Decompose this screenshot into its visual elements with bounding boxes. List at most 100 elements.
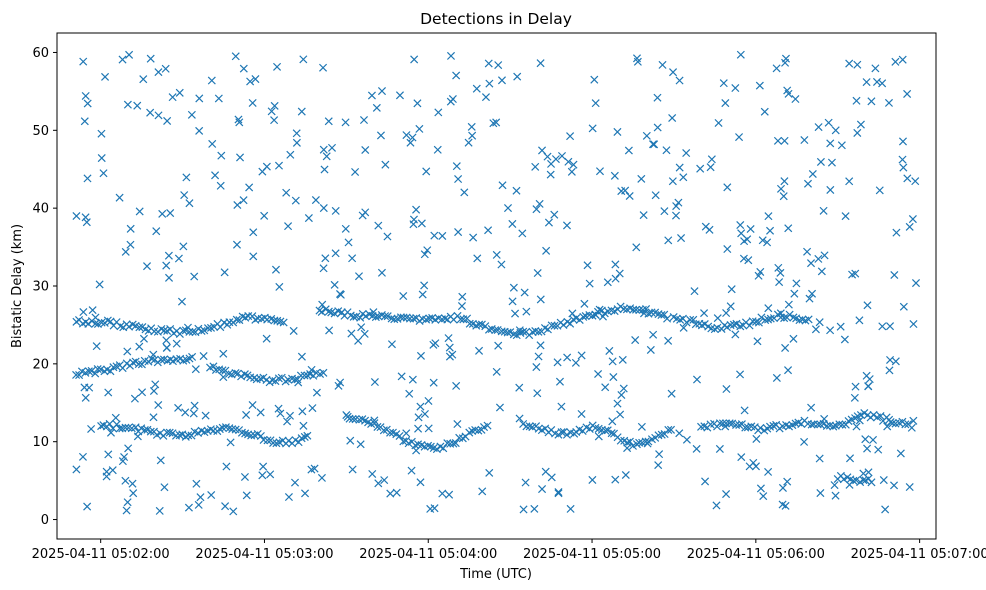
detection-point: [207, 490, 216, 500]
detection-point: [386, 428, 395, 437]
detection-point: [533, 269, 542, 278]
detection-point: [815, 454, 824, 463]
detection-point: [121, 476, 130, 485]
detection-point: [569, 160, 578, 169]
detection-point: [649, 330, 658, 339]
detection-point: [713, 314, 722, 323]
detection-point: [422, 167, 431, 176]
detection-point: [735, 420, 744, 430]
detection-point: [475, 320, 484, 329]
detection-point: [414, 424, 423, 433]
detection-point: [324, 307, 333, 316]
detection-point: [184, 503, 193, 512]
detection-point: [878, 79, 887, 88]
detection-point: [296, 371, 305, 380]
detection-point: [781, 343, 790, 352]
detection-point: [179, 326, 188, 335]
detection-point: [109, 363, 118, 372]
detection-point: [399, 313, 408, 322]
detection-point: [172, 339, 181, 348]
detection-point: [588, 311, 597, 320]
detection-point: [503, 204, 513, 213]
detection-point: [827, 158, 836, 167]
detection-point: [452, 71, 461, 80]
detection-point: [808, 169, 817, 179]
detection-point: [682, 318, 691, 327]
detection-point: [784, 224, 793, 233]
detection-point: [677, 234, 686, 243]
detection-point: [356, 440, 365, 449]
detection-point: [650, 140, 659, 149]
detection-point: [417, 219, 426, 228]
detection-point: [195, 94, 204, 103]
detection-point: [492, 250, 501, 259]
detection-point: [896, 449, 905, 458]
detection-point: [657, 311, 666, 320]
detection-point: [146, 427, 155, 436]
detection-point: [546, 170, 555, 179]
detection-point: [336, 290, 345, 299]
detection-point: [700, 320, 709, 329]
detection-point: [657, 430, 666, 439]
detection-point: [460, 188, 469, 197]
detection-point: [128, 479, 137, 488]
detection-point: [179, 242, 188, 251]
detection-point: [764, 315, 773, 324]
detection-point: [520, 288, 529, 297]
detection-point: [426, 504, 435, 513]
detection-point: [175, 431, 184, 440]
detection-point: [564, 157, 573, 166]
detection-point: [646, 345, 655, 354]
detection-point: [848, 270, 857, 279]
detection-point: [752, 434, 761, 443]
detection-point: [260, 211, 269, 220]
detection-point: [653, 123, 662, 132]
detection-point: [806, 259, 816, 268]
detection-point: [123, 498, 132, 507]
detection-point: [190, 272, 199, 281]
detection-point: [452, 162, 461, 171]
detection-point: [722, 309, 731, 318]
detection-point: [406, 138, 415, 147]
detection-point: [216, 181, 225, 190]
detection-point: [126, 224, 135, 233]
detection-point: [483, 421, 492, 430]
detection-point: [898, 155, 907, 164]
detection-point: [863, 444, 872, 453]
detection-point: [341, 118, 350, 127]
detection-point: [883, 422, 892, 431]
detection-point: [259, 462, 268, 471]
detection-point: [164, 273, 174, 282]
detection-point: [414, 413, 423, 422]
detection-point: [162, 343, 171, 352]
detection-point: [320, 165, 329, 174]
detection-point: [83, 174, 92, 183]
detection-point: [611, 260, 620, 269]
detection-point: [746, 224, 755, 234]
detection-point: [331, 206, 340, 215]
detection-point: [557, 428, 566, 437]
detection-point: [102, 467, 111, 476]
detection-point: [203, 324, 213, 333]
detection-point: [595, 167, 605, 176]
detection-point: [188, 352, 197, 361]
detection-point: [759, 492, 768, 501]
detection-point: [248, 401, 257, 410]
detection-point: [269, 438, 278, 448]
detection-point: [273, 316, 282, 325]
detection-point: [146, 54, 155, 63]
detection-point: [161, 64, 170, 73]
chart-title: Detections in Delay: [420, 10, 572, 28]
detection-point: [610, 171, 619, 180]
detection-point: [374, 221, 383, 230]
detection-point: [667, 389, 676, 398]
detection-point: [590, 75, 599, 84]
detection-point: [621, 470, 630, 480]
detection-point: [775, 278, 784, 287]
detection-point: [845, 177, 854, 186]
detection-point: [778, 483, 787, 492]
detection-point: [613, 127, 622, 136]
detection-point: [909, 416, 918, 425]
detection-point: [72, 370, 81, 379]
